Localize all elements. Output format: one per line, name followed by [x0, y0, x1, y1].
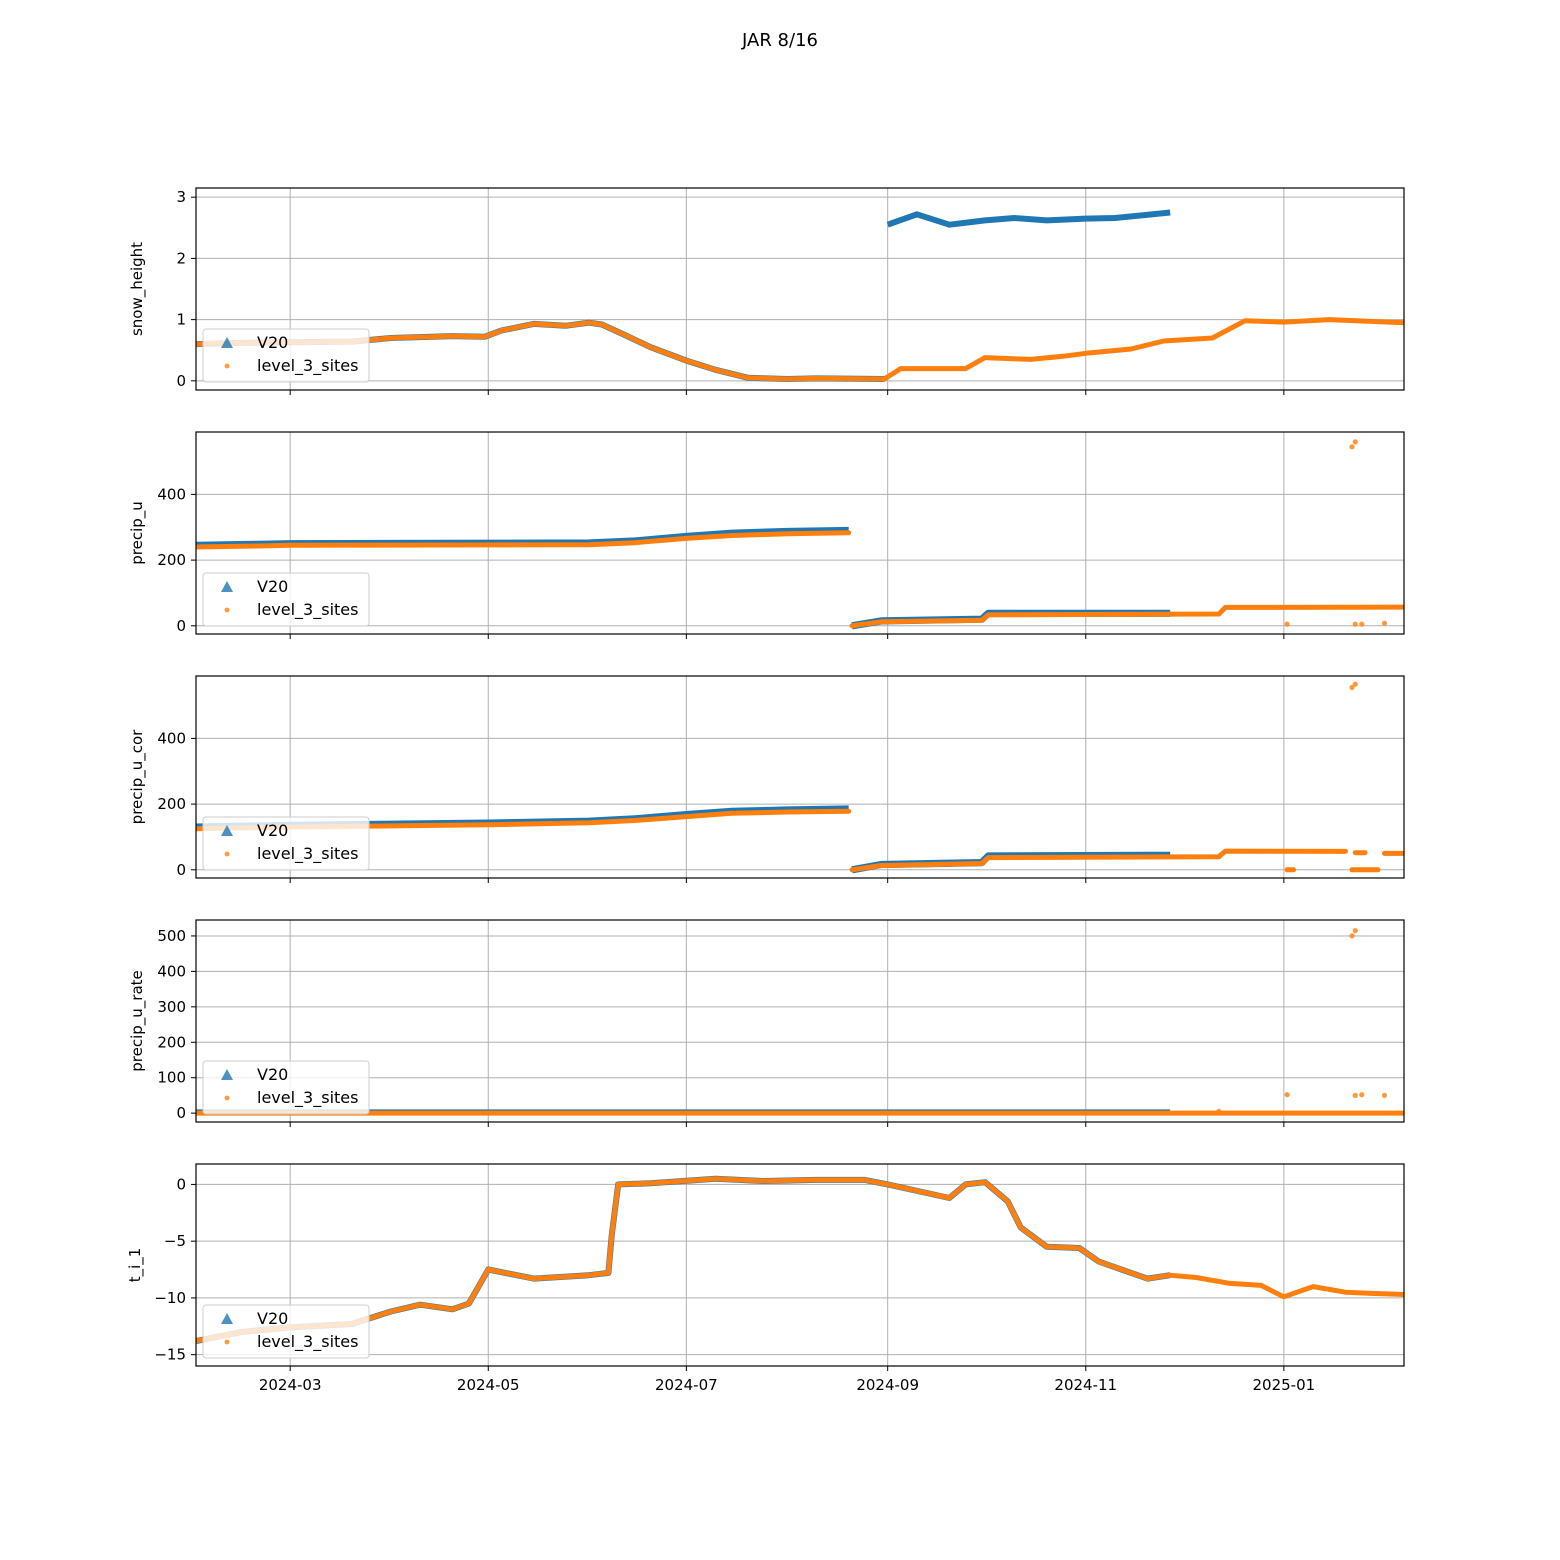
y-tick-label: 300 [157, 998, 186, 1016]
legend-v20-triangle-icon [221, 825, 233, 836]
x-tick-label: 2024-03 [259, 1376, 322, 1394]
legend-box [202, 572, 370, 627]
series-level_3_sites-point-4 [1359, 621, 1365, 627]
legend-entry-v20: V20 [257, 333, 288, 352]
y-tick-label: −10 [154, 1289, 186, 1307]
legend-box [202, 816, 370, 871]
legend-entry-v20: V20 [257, 577, 288, 596]
panel-snow_height: 0 1 2 3 snow_height V20 level_3_sites [128, 187, 1405, 395]
y-tick-label: 400 [157, 485, 186, 503]
series-level_3_sites-segment-1 [849, 848, 1348, 873]
y-tick-label: 500 [157, 927, 186, 945]
legend-level3-dot-icon [224, 1095, 230, 1101]
series-level_3_sites-point-6 [1216, 1108, 1222, 1114]
legend: V20 level_3_sites [202, 1060, 370, 1115]
series-level_3_sites-segment-1 [849, 604, 1404, 629]
legend: V20 level_3_sites [202, 1304, 370, 1359]
y-axis-label: t_i_1 [126, 1248, 145, 1283]
series-level_3_sites-point-0 [1349, 444, 1355, 450]
x-tick-label: 2024-07 [655, 1376, 718, 1394]
series-level_3_sites-point-2 [1284, 621, 1290, 627]
legend: V20 level_3_sites [202, 816, 370, 871]
y-tick-label: 200 [157, 1033, 186, 1051]
series-level_3_sites-segment-0 [196, 317, 1404, 382]
series-layer [196, 928, 1404, 1116]
y-tick-label: 0 [176, 372, 186, 390]
series-layer [196, 439, 1404, 630]
legend-box [202, 1060, 370, 1115]
y-tick-label: 0 [176, 1104, 186, 1122]
legend-level3-dot-icon [224, 363, 230, 369]
y-tick-label: 200 [157, 795, 186, 813]
series-level_3_sites-point-1 [1352, 681, 1358, 687]
axes-frame [195, 675, 1405, 879]
legend-entry-level-3-sites: level_3_sites [257, 844, 358, 864]
legend-box [202, 328, 370, 383]
series-level_3_sites-point-3 [1352, 621, 1358, 627]
legend-entry-level-3-sites: level_3_sites [257, 1088, 358, 1108]
panel-t_i_1: 0 −5 −10 −15 t_i_1 V20 level_3_sites 2024-03 202… [126, 1163, 1405, 1394]
series-level_3_sites-segment-0 [196, 1176, 1404, 1344]
legend: V20 level_3_sites [202, 572, 370, 627]
series-level_3_sites-point-0 [1349, 684, 1355, 691]
legend-entry-v20: V20 [257, 1309, 288, 1328]
y-axis-label: snow_height [128, 242, 147, 336]
y-tick-label: 0 [176, 861, 186, 879]
series-level_3_sites-point-1 [1352, 928, 1358, 934]
y-tick-label: 400 [157, 962, 186, 980]
series-level_3_sites-point-4 [1359, 1092, 1365, 1098]
series-level_3_sites-segment-0 [196, 530, 852, 550]
series-level_3_sites-point-2 [1284, 1092, 1290, 1098]
legend-entry-level-3-sites: level_3_sites [257, 600, 358, 620]
y-tick-label: 0 [176, 1175, 186, 1193]
legend-box [202, 1304, 370, 1359]
series-layer [196, 209, 1404, 382]
legend-level3-dot-icon [224, 851, 230, 857]
y-tick-label: 1 [176, 311, 186, 329]
y-tick-label: −5 [164, 1232, 186, 1250]
y-tick-label: 200 [157, 551, 186, 569]
y-tick-label: 100 [157, 1069, 186, 1087]
legend: V20 level_3_sites [202, 328, 370, 383]
x-tick-label: 2025-01 [1253, 1376, 1316, 1394]
series-level_3_sites-point-5 [1381, 1092, 1388, 1098]
legend-level3-dot-icon [224, 607, 230, 613]
axes-frame [195, 1163, 1405, 1367]
legend-entry-level-3-sites: level_3_sites [257, 356, 358, 376]
x-tick-label: 2024-11 [1054, 1376, 1117, 1394]
figure-title: JAR 8/16 [741, 30, 818, 51]
legend-entry-v20: V20 [257, 821, 288, 840]
x-tick-label: 2024-05 [457, 1376, 520, 1394]
y-tick-label: −15 [154, 1346, 186, 1364]
legend-v20-triangle-icon [221, 1313, 233, 1324]
series-level_3_sites-point-1 [1352, 439, 1358, 445]
series-layer [196, 681, 1404, 874]
y-axis-label: precip_u [128, 501, 147, 565]
y-tick-label: 2 [176, 249, 186, 267]
series-level_3_sites-point-5 [1381, 620, 1388, 626]
axes-frame [195, 919, 1405, 1123]
legend-v20-triangle-icon [221, 337, 233, 348]
y-tick-label: 400 [157, 729, 186, 747]
panel-precip_u_rate: 0 100 200 300 400 500 precip_u_rate V20 level_3_… [128, 919, 1405, 1127]
axes-frame [195, 187, 1405, 391]
y-tick-label: 0 [176, 617, 186, 635]
series-V20-segment-1 [886, 209, 1171, 228]
series-level_3_sites-point-0 [1349, 933, 1355, 939]
panel-precip_u: 0 200 400 precip_u V20 level_3_sites [128, 431, 1405, 639]
legend-entry-level-3-sites: level_3_sites [257, 1332, 358, 1352]
legend-v20-triangle-icon [221, 581, 233, 592]
x-tick-label: 2024-09 [856, 1376, 919, 1394]
y-axis-label: precip_u_rate [128, 970, 147, 1072]
series-layer [196, 1175, 1404, 1344]
legend-v20-triangle-icon [221, 1069, 233, 1080]
y-axis-label: precip_u_cor [128, 729, 147, 824]
panel-precip_u_cor: 0 200 400 precip_u_cor V20 level_3_sites [128, 675, 1405, 883]
legend-entry-v20: V20 [257, 1065, 288, 1084]
legend-level3-dot-icon [224, 1339, 230, 1345]
y-tick-label: 3 [176, 188, 186, 206]
series-level_3_sites-point-3 [1352, 1092, 1358, 1098]
axes-frame [195, 431, 1405, 635]
